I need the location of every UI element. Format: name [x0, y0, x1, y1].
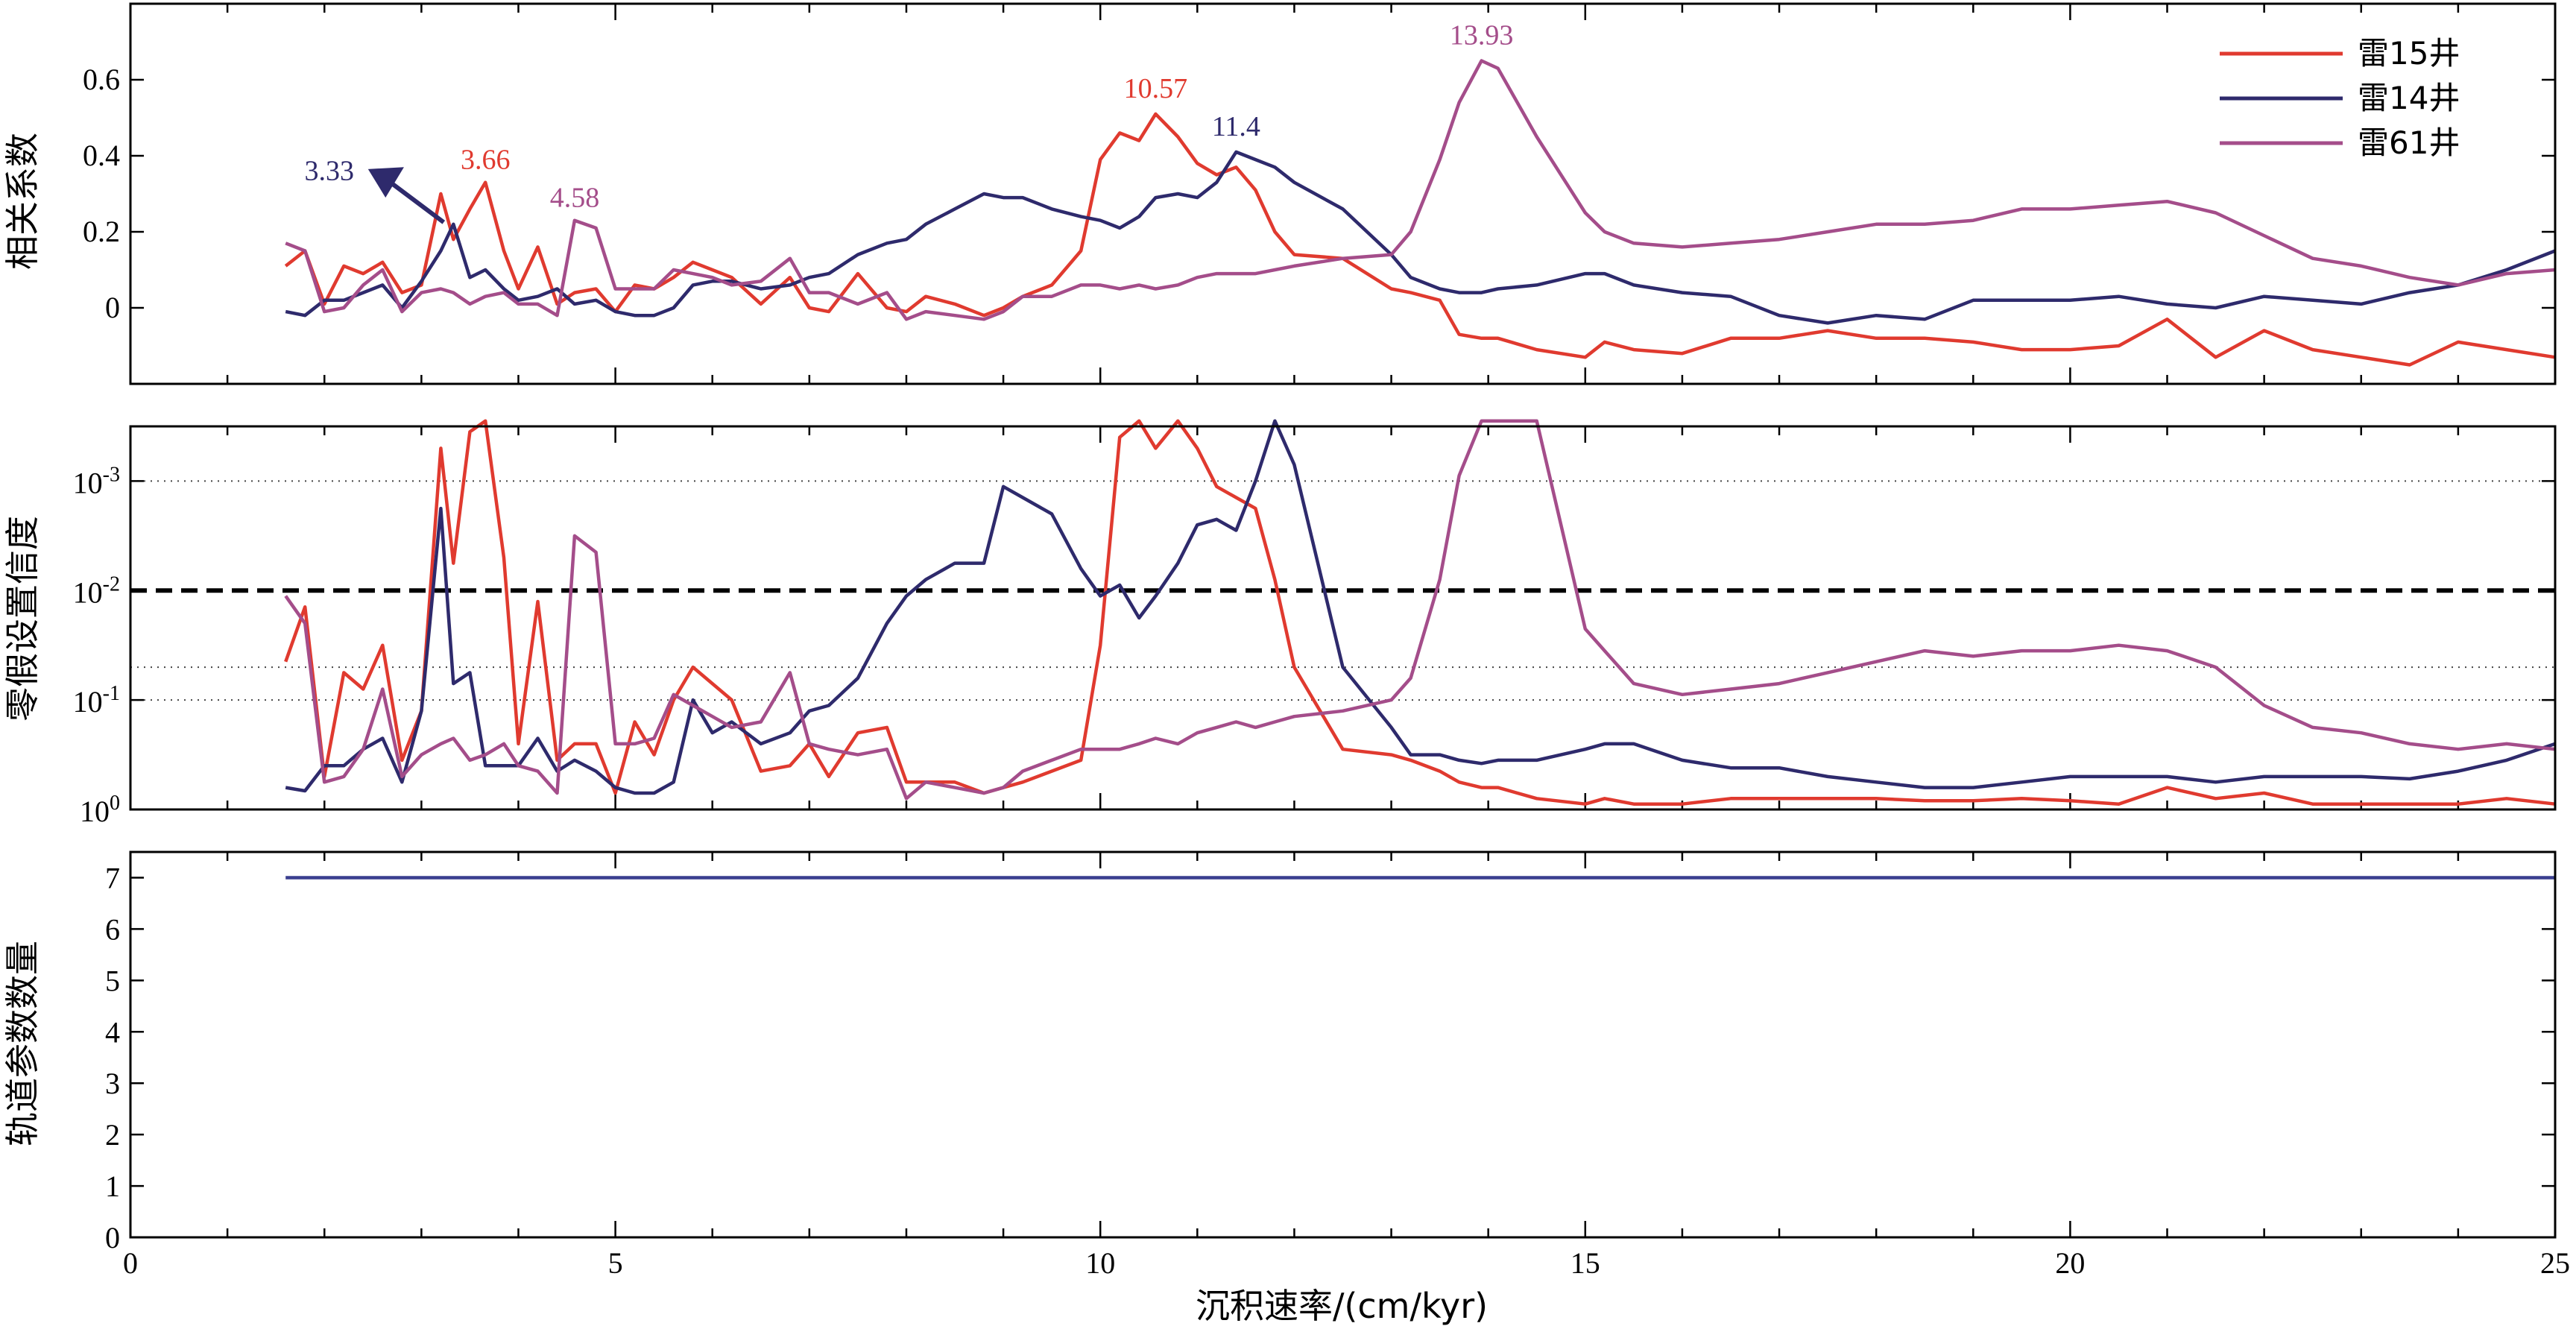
p3-ytick-label: 0 [105, 1221, 120, 1254]
annotation-peak-label: 3.66 [461, 145, 511, 176]
panel1-frame [129, 2, 2557, 385]
legend-label-lei15: 雷15井 [2358, 35, 2460, 72]
panel1-ticks: 0 0.2 0.4 0.6 [83, 4, 2557, 384]
annotation-peak-label: 3.33 [304, 155, 354, 186]
p2-ytick-label: 10-3 [73, 463, 120, 499]
p1-ytick-label: 0.6 [83, 63, 120, 96]
p1-ytick-label: 0.4 [83, 139, 120, 172]
x-tick-label: 5 [608, 1246, 623, 1280]
x-tick-label: 25 [2540, 1246, 2570, 1280]
p3-ytick-label: 1 [105, 1169, 120, 1203]
panel-correlation: 相关系数 0 0.2 0.4 0.6 3.33 3.66 4.58 10.57 11.4 13.… [2, 2, 2557, 385]
p3-ytick-label: 2 [105, 1118, 120, 1152]
panel-orbital-count: 轨道参数数量 0 1 2 3 4 5 6 7 0 5 10 15 20 25 沉积速率/(cm/kyr) [2, 850, 2570, 1326]
p3-ytick-label: 5 [105, 964, 120, 997]
p3-ytick-label: 3 [105, 1067, 120, 1100]
x-tick-label: 0 [123, 1246, 138, 1280]
annotation-peak-label: 10.57 [1124, 73, 1188, 104]
p2-series-lei15 [284, 419, 2556, 806]
p1-ytick-label: 0 [105, 291, 120, 324]
p2-ytick-label: 100 [80, 792, 120, 828]
panel-null-hypothesis: 零假设置信度 100 10-1 10-2 10-3 [2, 419, 2557, 828]
panel3-frame [129, 850, 2557, 1239]
legend-label-lei14: 雷14井 [2358, 80, 2460, 116]
legend: 雷15井 雷14井 雷61井 [2220, 35, 2460, 161]
p1-series-lei61 [285, 59, 2556, 321]
panel2-frame [129, 425, 2557, 811]
panel3-ticks: 0 1 2 3 4 5 6 7 0 5 10 15 20 25 [105, 852, 2570, 1280]
p3-ytick-label: 6 [105, 912, 120, 946]
panel2-ylabel: 零假设置信度 [2, 516, 42, 722]
annotation-peak-label: 13.93 [1450, 20, 1514, 51]
p3-ytick-label: 7 [105, 861, 120, 894]
panel3-ylabel: 轨道参数数量 [2, 941, 42, 1146]
x-tick-label: 20 [2055, 1246, 2085, 1280]
x-axis-label: 沉积速率/(cm/kyr) [1196, 1286, 1488, 1326]
legend-label-lei61: 雷61井 [2358, 124, 2460, 161]
x-tick-label: 10 [1085, 1246, 1115, 1280]
panel2-ticks: 100 10-1 10-2 10-3 [73, 426, 2557, 828]
p2-series-lei61 [284, 419, 2556, 801]
p1-series-lei14 [285, 150, 2556, 325]
p1-ytick-label: 0.2 [83, 215, 120, 248]
annotation-arrow-head [367, 167, 404, 198]
p2-series-lei14 [285, 419, 2556, 795]
annotation-peak-label: 11.4 [1212, 111, 1260, 142]
panel1-series [284, 59, 2556, 367]
annotation-peak-label: 4.58 [550, 183, 600, 214]
p2-ytick-label: 10-1 [73, 682, 120, 719]
p3-ytick-label: 4 [105, 1015, 120, 1049]
p2-ytick-label: 10-2 [73, 572, 120, 609]
panel2-series [284, 419, 2556, 806]
panel2-guides [130, 480, 2555, 701]
p1-series-lei15 [284, 112, 2556, 367]
x-tick-label: 15 [1570, 1246, 1600, 1280]
panel1-annotations: 3.33 3.66 4.58 10.57 11.4 13.93 [304, 20, 1514, 224]
panel1-ylabel: 相关系数 [2, 133, 42, 270]
